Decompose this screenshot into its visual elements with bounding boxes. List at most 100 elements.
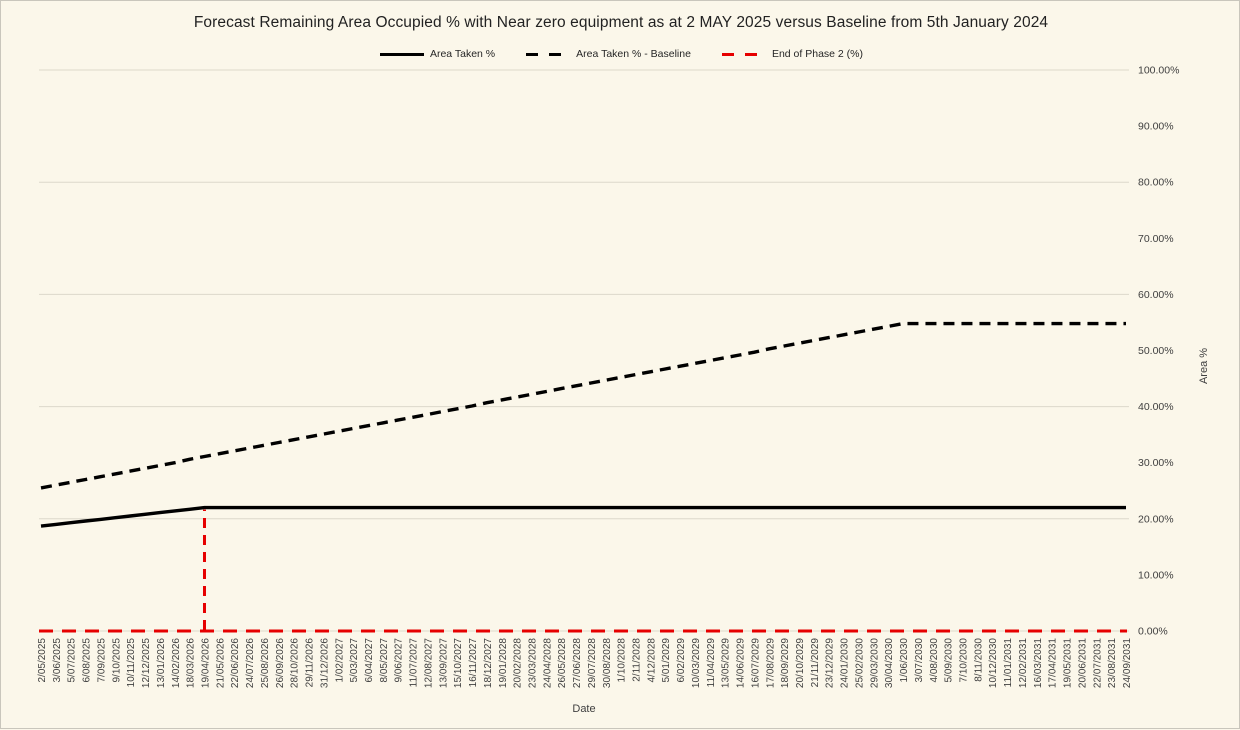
y-axis-tick-label: 0.00% [1138,626,1168,638]
x-axis-tick-label: 26/09/2026 [275,638,286,688]
legend-line-sample-solid [379,52,424,56]
x-axis-tick-label: 24/01/2030 [840,638,851,688]
legend-item[interactable]: End of Phase 2 (%) [721,48,863,60]
x-axis-tick-label: 1/02/2027 [334,638,345,683]
x-axis-tick-label: 1/06/2030 [899,638,910,683]
legend-item[interactable]: Area Taken % - Baseline [525,48,691,60]
x-axis-tick-label: 2/11/2028 [632,638,643,682]
chart-title: Forecast Remaining Area Occupied % with … [193,14,1049,31]
x-axis-tick-label: 11/04/2029 [706,638,717,688]
x-axis-tick-label: 13/09/2027 [438,638,449,688]
x-axis-tick-label: 9/10/2025 [111,638,122,683]
x-axis-tick-label: 23/03/2028 [527,638,538,688]
y-axis-title: Area % [1198,348,1210,384]
x-axis-tick-label: 11/01/2031 [1003,638,1014,688]
x-axis-tick-label: 5/01/2029 [661,638,672,683]
x-axis-tick-label: 6/08/2025 [82,638,93,683]
x-axis-tick-label: 16/03/2031 [1033,638,1044,688]
x-axis-tick-label: 15/10/2027 [453,638,464,688]
series-line-area-taken-baseline[interactable] [40,321,1126,490]
x-axis-tick-label: 19/01/2028 [498,638,509,688]
x-axis-tick-label: 20/02/2028 [513,638,524,688]
x-axis-tick-label: 23/08/2031 [1107,638,1118,688]
x-axis-tick-label: 31/12/2026 [319,638,330,688]
legend-label: End of Phase 2 (%) [771,48,864,60]
y-axis-tick-label: 50.00% [1138,345,1174,357]
x-axis-tick-label: 18/03/2026 [186,638,197,688]
y-axis-tick-label: 100.00% [1138,65,1179,77]
x-axis-tick-label: 22/06/2026 [230,638,241,688]
x-axis-tick-label: 7/10/2030 [959,638,970,683]
x-axis-tick-label: 9/06/2027 [394,638,405,683]
x-axis-tick-label: 10/03/2029 [691,638,702,688]
chart-legend: Area Taken % Area Taken % - Baseline End o… [1,48,1240,60]
y-axis-tick-label: 20.00% [1138,513,1174,525]
x-axis-tick-label: 13/01/2026 [156,638,167,688]
y-axis-tick-label: 80.00% [1138,177,1174,189]
x-axis-tick-label: 21/11/2029 [810,638,821,688]
legend-label: Area Taken % - Baseline [576,48,691,60]
legend-label: Area Taken % [429,48,496,60]
series-line-area-taken[interactable] [40,505,1126,528]
x-axis-tick-label: 24/09/2031 [1122,638,1133,688]
x-axis-tick-label: 20/06/2031 [1077,638,1088,688]
x-axis-tick-label: 12/02/2031 [1018,638,1029,688]
x-axis-tick-label: 30/08/2028 [602,638,613,688]
x-axis-tick-label: 30/04/2030 [884,638,895,688]
x-axis-tick-label: 10/11/2025 [126,638,137,688]
x-axis-tick-label: 24/07/2026 [245,638,256,688]
y-axis-tick-label: 70.00% [1138,233,1174,245]
x-axis-tick-label: 1/10/2028 [617,638,628,683]
x-axis-tick-label: 3/07/2030 [914,638,925,683]
x-axis-tick-label: 18/12/2027 [483,638,494,688]
y-axis-tick-label: 30.00% [1138,457,1174,469]
x-axis-tick-label: 16/07/2029 [750,638,761,688]
y-axis-tick-label: 40.00% [1138,401,1174,413]
x-axis-tick-label: 3/06/2025 [52,638,63,683]
y-axis-tick-label: 90.00% [1138,121,1174,133]
x-axis-tick-label: 5/03/2027 [349,638,360,683]
x-axis-tick-label: 4/12/2028 [646,638,657,683]
x-axis-tick-label: 17/04/2031 [1048,638,1059,688]
x-axis-tick-label: 21/05/2026 [215,638,226,688]
x-axis-tick-label: 25/08/2026 [260,638,271,688]
x-axis-tick-label: 27/06/2028 [572,638,583,688]
x-axis-tick-label: 14/06/2029 [736,638,747,688]
y-axis-tick-label: 60.00% [1138,289,1174,301]
x-axis-tick-label: 6/02/2029 [676,638,687,683]
x-axis-tick-label: 5/07/2025 [67,638,78,683]
x-axis-tick-label: 24/04/2028 [542,638,553,688]
x-axis-tick-label: 12/12/2025 [141,638,152,688]
x-axis-tick-label: 28/10/2026 [290,638,301,688]
legend-line-sample-dashed [526,52,571,56]
x-axis-tick-label: 19/05/2031 [1063,638,1074,688]
x-axis-tick-label: 5/09/2030 [944,638,955,683]
x-axis-tick-label: 8/11/2030 [973,638,984,682]
x-axis-tick-label: 19/04/2026 [200,638,211,688]
x-axis-tick-label: 26/05/2028 [557,638,568,688]
x-axis-tick-label: 13/05/2029 [721,638,732,688]
x-axis-tick-label: 17/08/2029 [765,638,776,688]
y-axis-tick-label: 10.00% [1138,569,1174,581]
x-axis-tick-label: 18/09/2029 [780,638,791,688]
x-axis-tick-label: 8/05/2027 [379,638,390,683]
x-axis-tick-label: 25/02/2030 [854,638,865,688]
x-axis-tick-label: 10/12/2030 [988,638,999,688]
x-axis-tick-label: 23/12/2029 [825,638,836,688]
x-axis-tick-label: 11/07/2027 [409,638,420,688]
legend-item[interactable]: Area Taken % [379,48,495,60]
x-axis-tick-label: 6/04/2027 [364,638,375,683]
x-axis-tick-label: 29/07/2028 [587,638,598,688]
x-axis-tick-label: 14/02/2026 [171,638,182,688]
x-axis-tick-label: 16/11/2027 [468,638,479,688]
x-axis-tick-label: 7/09/2025 [96,638,107,683]
x-axis-title: Date [572,703,595,715]
x-axis-tick-label: 4/08/2030 [929,638,940,683]
x-axis-tick-label: 22/07/2031 [1092,638,1103,688]
x-axis-tick-label: 20/10/2029 [795,638,806,688]
x-axis-tick-label: 12/08/2027 [423,638,434,688]
legend-line-sample-dashed [721,52,766,56]
x-axis-tick-label: 29/11/2026 [305,638,316,688]
x-axis-tick-label: 2/05/2025 [37,638,48,683]
